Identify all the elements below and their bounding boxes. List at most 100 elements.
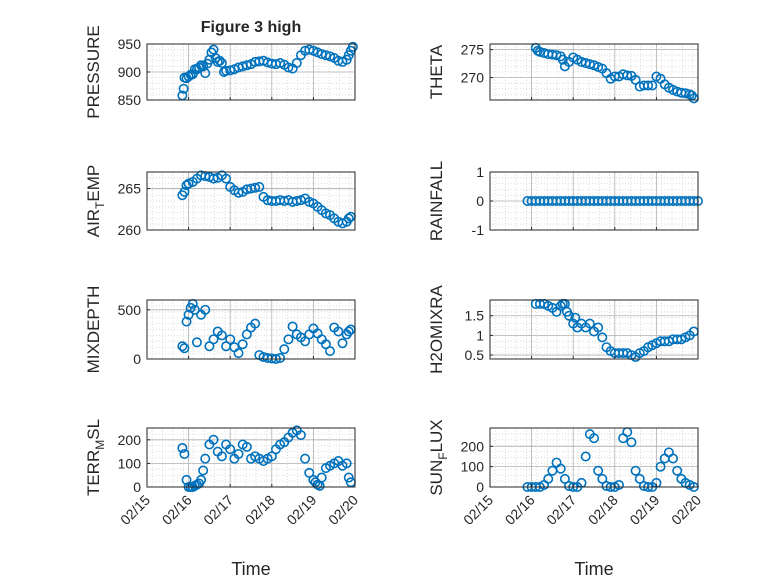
- y-axis-label: MIXDEPTH: [84, 286, 103, 374]
- data-point: [279, 344, 290, 355]
- data-point: [570, 312, 581, 323]
- data-point: [200, 453, 211, 464]
- y-tick-label: 0: [133, 351, 141, 367]
- data-point: [225, 334, 236, 345]
- data-point: [304, 467, 315, 478]
- data-point: [208, 173, 219, 184]
- data-point: [250, 318, 261, 329]
- data-point: [191, 337, 202, 348]
- data-point: [216, 58, 227, 69]
- plot-area: [490, 428, 698, 487]
- y-tick-label: 260: [118, 222, 142, 238]
- data-point: [343, 472, 354, 483]
- y-tick-label: 270: [461, 70, 485, 86]
- data-point: [672, 465, 683, 476]
- data-point: [333, 326, 344, 337]
- data-point: [233, 448, 244, 459]
- data-point: [208, 334, 219, 345]
- data-point: [181, 316, 192, 327]
- y-tick-label: 0.5: [465, 347, 485, 363]
- data-point: [179, 448, 190, 459]
- data-point: [283, 334, 294, 345]
- plot-area: [147, 300, 355, 359]
- data-point: [564, 310, 575, 321]
- data-point: [198, 465, 209, 476]
- subplot-h2omixra: 0.5 1 1.5 H2OMIXRA: [427, 284, 699, 374]
- data-point: [250, 182, 261, 193]
- x-axis-label-left: Time: [231, 559, 270, 579]
- data-point: [179, 343, 190, 354]
- data-point: [593, 322, 604, 333]
- subplot-theta: 270 275 THETA: [427, 42, 699, 104]
- data-point: [647, 80, 658, 91]
- data-point: [216, 451, 227, 462]
- y-axis-label: RAINFALL: [427, 161, 446, 241]
- data-point: [189, 304, 200, 315]
- y-tick-label: 0: [133, 479, 141, 495]
- data-point: [179, 186, 190, 197]
- data-point: [655, 461, 666, 472]
- data-point: [626, 437, 637, 448]
- y-tick-label: 265: [118, 181, 142, 197]
- y-tick-label: 1: [476, 327, 484, 343]
- data-point: [316, 472, 327, 483]
- axes-box: [489, 427, 699, 488]
- data-point: [178, 83, 189, 94]
- y-tick-label: -1: [472, 222, 485, 238]
- data-point: [221, 173, 232, 184]
- data-point: [622, 70, 633, 81]
- data-point: [580, 451, 591, 462]
- axes-box: [489, 299, 699, 360]
- axes-box: [146, 171, 356, 231]
- y-tick-label: 900: [118, 64, 142, 80]
- data-point: [597, 473, 608, 484]
- axes-box: [489, 43, 699, 101]
- subplot-pressure: 850 900 950 PRESSURE: [84, 25, 358, 119]
- data-point: [343, 213, 354, 224]
- y-axis-label: TERRMSL: [84, 419, 107, 496]
- data-point: [337, 338, 348, 349]
- data-point: [177, 341, 188, 352]
- plot-area: [147, 172, 355, 230]
- y-tick-label: 200: [118, 432, 142, 448]
- y-axis-label: PRESSURE: [84, 25, 103, 119]
- axes-box: [146, 427, 356, 488]
- data-point: [668, 453, 679, 464]
- data-point: [343, 326, 354, 337]
- data-point: [543, 473, 554, 484]
- y-axis-label: AIRTEMP: [84, 165, 107, 238]
- y-tick-label: 100: [118, 455, 142, 471]
- data-point: [237, 339, 248, 350]
- y-tick-label: 100: [461, 459, 485, 475]
- data-point: [300, 453, 311, 464]
- axes-box: [146, 299, 356, 360]
- data-point: [196, 474, 207, 485]
- data-point: [287, 321, 298, 332]
- data-point: [216, 330, 227, 341]
- data-point: [254, 181, 265, 192]
- y-axis-label: THETA: [427, 44, 446, 99]
- plot-area: [490, 44, 698, 100]
- data-point: [584, 318, 595, 329]
- subplot-air_temp: 260 265 AIRTEMP: [84, 165, 356, 238]
- data-point: [341, 458, 352, 469]
- x-axis-label-right: Time: [574, 559, 613, 579]
- data-point: [555, 463, 566, 474]
- data-point: [233, 187, 244, 198]
- data-point: [630, 465, 641, 476]
- y-tick-label: 1: [476, 164, 484, 180]
- data-point: [643, 80, 654, 91]
- data-point: [266, 451, 277, 462]
- data-point: [634, 473, 645, 484]
- data-point: [283, 62, 294, 73]
- y-tick-label: 1.5: [465, 308, 485, 324]
- data-point: [347, 41, 358, 52]
- data-point: [557, 54, 568, 65]
- data-point: [208, 434, 219, 445]
- data-point: [194, 62, 205, 73]
- data-point: [200, 304, 211, 315]
- y-tick-label: 850: [118, 92, 142, 108]
- subplot-panels: 850 900 950 PRESSURE 270 275 THETA 260 265 AIRTEM…: [84, 25, 704, 528]
- subplot-rainfall: -1 0 1 RAINFALL: [427, 161, 703, 241]
